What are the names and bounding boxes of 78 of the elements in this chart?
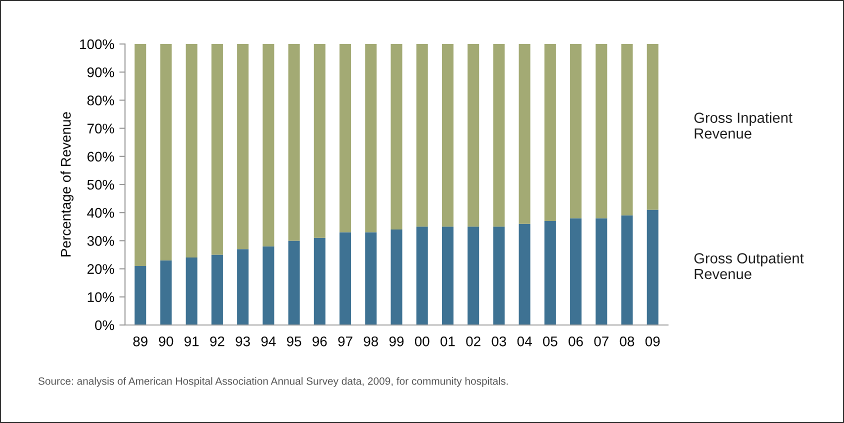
x-tick-label: 94 — [261, 336, 276, 346]
bar — [288, 44, 300, 241]
bar — [596, 44, 608, 218]
x-tick-label: 07 — [594, 336, 608, 346]
bar — [518, 44, 530, 224]
bar — [416, 226, 428, 325]
x-tick-label: 04 — [517, 336, 532, 346]
bar — [468, 226, 480, 325]
bar — [211, 44, 223, 255]
x-tick-label: 92 — [210, 336, 224, 346]
bar — [340, 232, 352, 325]
bar — [340, 44, 352, 232]
x-tick-label: 90 — [158, 336, 174, 346]
bar — [544, 44, 556, 222]
bar — [493, 44, 505, 227]
x-tick-label: 89 — [133, 336, 148, 346]
text: Gross Inpatient Revenue — [694, 112, 792, 139]
x-tick-label: 08 — [620, 336, 634, 346]
y-tick-label: 60% — [87, 152, 114, 162]
bar — [160, 44, 172, 260]
y-tick-label: 90% — [87, 67, 114, 78]
x-tick-label: 93 — [236, 336, 250, 346]
source-note: Source: analysis of American Hospital Association Annual Survey data, 2009, for community hospitals. — [38, 377, 508, 387]
x-tick-label: 01 — [440, 336, 455, 346]
bar — [134, 44, 146, 266]
bar — [186, 44, 198, 258]
x-tick-label: 06 — [568, 336, 583, 346]
y-tick-label: 80% — [87, 96, 114, 106]
bar — [314, 238, 326, 325]
x-tick-label: 05 — [543, 336, 558, 346]
bar — [262, 44, 274, 246]
bar — [596, 218, 608, 325]
bar — [442, 226, 454, 325]
y-tick-label: 50% — [87, 180, 114, 190]
x-tick-label: 91 — [184, 336, 199, 346]
bar — [416, 44, 428, 227]
bar — [211, 254, 223, 325]
bar — [442, 44, 454, 227]
bar — [365, 44, 377, 232]
bar — [365, 232, 377, 325]
y-tick-label: 70% — [88, 124, 114, 134]
bar — [544, 221, 556, 325]
bar — [621, 44, 633, 216]
bar — [518, 224, 530, 325]
bar — [570, 44, 582, 218]
bar — [390, 44, 402, 230]
bar — [237, 249, 249, 325]
y-tick-label: 40% — [87, 208, 114, 218]
bar — [646, 210, 658, 325]
x-tick-label: 02 — [466, 336, 480, 346]
bar — [390, 229, 402, 325]
x-tick-label: 96 — [312, 336, 327, 346]
text: Gross Outpatient Revenue — [694, 252, 804, 280]
bar — [314, 44, 326, 238]
bar — [186, 258, 198, 325]
x-tick-label: 09 — [645, 336, 660, 346]
x-tick-label: 98 — [364, 336, 378, 346]
x-tick-label: 97 — [338, 336, 352, 346]
bar — [134, 266, 146, 325]
bar — [621, 215, 633, 325]
bar — [493, 226, 505, 325]
y-axis-title: Percentage of Revenue — [60, 112, 74, 256]
bar — [646, 44, 658, 210]
y-tick-label: 30% — [87, 236, 114, 246]
x-tick-label: 99 — [389, 336, 404, 346]
bar — [262, 246, 274, 325]
y-tick-label: 100% — [80, 39, 114, 50]
x-tick-label: 95 — [286, 336, 302, 346]
bar — [570, 218, 582, 325]
bar — [160, 260, 172, 325]
x-tick-label: 00 — [414, 336, 430, 346]
x-tick-label: 03 — [492, 336, 506, 346]
bar — [288, 240, 300, 325]
bar — [237, 44, 249, 250]
y-tick-label: 0% — [95, 320, 114, 330]
y-tick-label: 10% — [88, 292, 114, 302]
bar — [468, 44, 480, 227]
y-tick-label: 20% — [87, 264, 114, 274]
